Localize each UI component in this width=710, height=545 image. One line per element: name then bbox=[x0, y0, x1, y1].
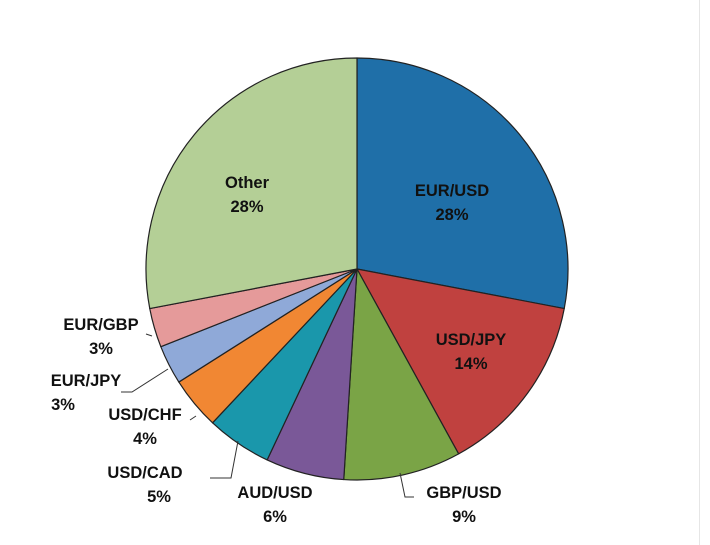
slice-label-other: Other bbox=[225, 174, 270, 192]
pie-slice-eur-usd bbox=[356, 57, 569, 310]
right-border bbox=[699, 0, 700, 545]
slice-value-usd-chf: 4% bbox=[133, 430, 157, 448]
slice-label-eur-usd: EUR/USD bbox=[415, 182, 489, 200]
pie-slices bbox=[145, 57, 569, 481]
slice-labels: EUR/USD 28% USD/JPY 14% GBP/USD 9% AUD/USD 6% US… bbox=[51, 174, 507, 526]
slice-value-gbp-usd: 9% bbox=[452, 508, 476, 526]
slice-label-gbp-usd: GBP/USD bbox=[426, 484, 501, 502]
slice-label-aud-usd: AUD/USD bbox=[237, 484, 312, 502]
leader-lines bbox=[121, 333, 414, 498]
slice-label-eur-gbp: EUR/GBP bbox=[63, 316, 138, 334]
slice-value-eur-jpy: 3% bbox=[51, 396, 75, 414]
pie-slice-gbp-usd bbox=[343, 268, 460, 481]
leader-line-usd-chf bbox=[189, 415, 197, 421]
slice-label-usd-chf: USD/CHF bbox=[108, 406, 181, 424]
slice-value-eur-usd: 28% bbox=[435, 206, 468, 224]
pie-slice-usd-jpy bbox=[356, 268, 565, 455]
leader-line-eur-gbp bbox=[145, 333, 153, 337]
slice-value-eur-gbp: 3% bbox=[89, 340, 113, 358]
leader-line-gbp-usd bbox=[399, 472, 414, 498]
slice-label-usd-cad: USD/CAD bbox=[107, 464, 182, 482]
slice-value-usd-cad: 5% bbox=[147, 488, 171, 506]
pie-slice-other bbox=[145, 57, 358, 310]
slice-label-usd-jpy: USD/JPY bbox=[436, 331, 507, 349]
slice-value-other: 28% bbox=[230, 198, 263, 216]
slice-label-eur-jpy: EUR/JPY bbox=[51, 372, 122, 390]
leader-line-usd-cad bbox=[210, 440, 239, 479]
slice-value-usd-jpy: 14% bbox=[454, 355, 487, 373]
slice-value-aud-usd: 6% bbox=[263, 508, 287, 526]
leader-line-eur-jpy bbox=[121, 368, 169, 393]
